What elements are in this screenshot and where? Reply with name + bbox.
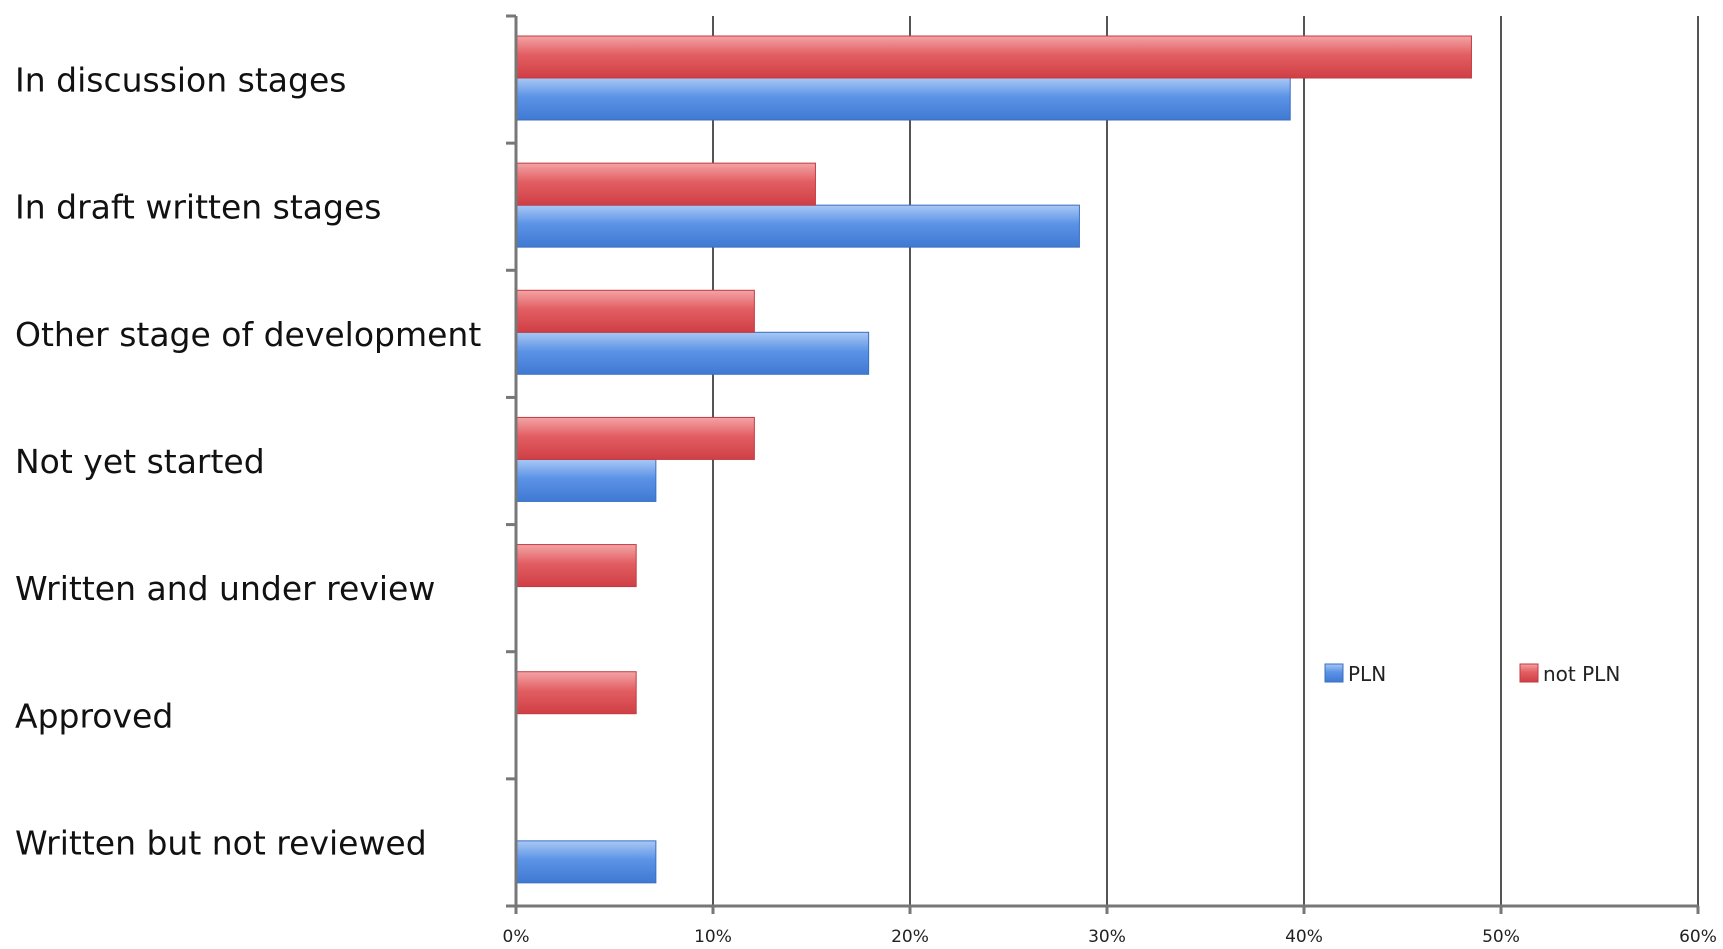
labels: 0% 10% 20% 30% 40% 50% 60% In discussion stages… (15, 61, 1717, 947)
legend-label-not-pln: not PLN (1543, 662, 1620, 686)
bar-not-pln-0 (515, 35, 1472, 79)
legend-label-pln: PLN (1348, 662, 1386, 686)
legend-swatch-not-pln (1519, 663, 1539, 683)
legend: PLN not PLN (1324, 662, 1620, 686)
legend-swatch-pln (1324, 663, 1344, 683)
bar-pln-2 (515, 331, 870, 375)
x-tick-label: 60% (1679, 927, 1717, 947)
grid-lines (712, 16, 1699, 906)
bar-pln-6 (515, 840, 657, 884)
axes (506, 14, 1700, 914)
category-label: Approved (15, 696, 173, 735)
category-label: In draft written stages (15, 188, 381, 227)
bar-not-pln-1 (515, 162, 816, 206)
bar-pln-3 (515, 458, 657, 502)
bar-not-pln-4 (515, 544, 637, 588)
bar-pln-1 (515, 204, 1080, 248)
x-tick-label: 10% (694, 927, 732, 947)
category-label: Other stage of development (15, 315, 481, 354)
bars (515, 35, 1472, 884)
bar-pln-0 (515, 77, 1291, 121)
x-tick-label: 40% (1285, 927, 1323, 947)
category-label: Written and under review (15, 569, 435, 608)
bar-not-pln-5 (515, 671, 637, 715)
category-label: Not yet started (15, 442, 265, 481)
bar-not-pln-3 (515, 416, 755, 460)
x-tick-label: 20% (891, 927, 929, 947)
x-tick-label: 0% (503, 927, 530, 947)
category-label: Written but not reviewed (15, 823, 427, 862)
x-tick-label: 30% (1088, 927, 1126, 947)
x-tick-label: 50% (1482, 927, 1520, 947)
category-label: In discussion stages (15, 61, 346, 100)
bar-not-pln-2 (515, 289, 755, 333)
